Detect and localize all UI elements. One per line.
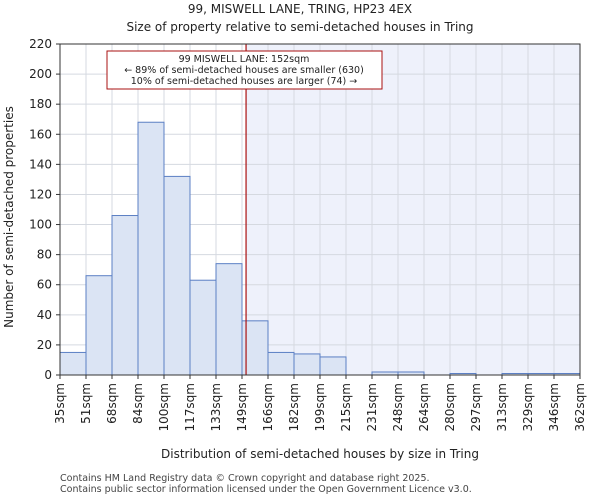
annotation-line3: 10% of semi-detached houses are larger (… (131, 76, 358, 87)
x-tick-label: 280sqm (443, 383, 457, 431)
larger-region-shade (246, 44, 580, 375)
y-tick-label: 60 (37, 278, 52, 292)
y-tick-label: 140 (29, 157, 52, 171)
histogram-bar-100sqm (163, 175, 191, 376)
x-tick-label: 117sqm (183, 383, 197, 431)
x-tick-label: 100sqm (157, 383, 171, 431)
x-tick-label: 133sqm (209, 383, 223, 431)
y-tick-label: 40 (37, 308, 52, 322)
x-tick-label: 68sqm (105, 383, 119, 424)
y-tick-label: 100 (29, 218, 52, 232)
footer-licence: Contains public sector information licen… (60, 484, 472, 495)
chart-title-line1: 99, MISWELL LANE, TRING, HP23 4EX (188, 2, 412, 16)
x-axis-label: Distribution of semi-detached houses by … (161, 447, 479, 461)
histogram-bar-182sqm (293, 353, 321, 376)
y-axis-label: Number of semi-detached properties (2, 106, 16, 328)
x-tick-label: 346sqm (547, 383, 561, 431)
x-tick-label: 248sqm (391, 383, 405, 431)
histogram-bar-35sqm (59, 351, 87, 376)
histogram-bar-117sqm (189, 279, 217, 376)
histogram-bar-84sqm (137, 121, 165, 376)
histogram-bar-199sqm (319, 356, 347, 376)
y-tick-label: 20 (37, 338, 52, 352)
x-tick-label: 149sqm (235, 383, 249, 431)
x-tick-label: 35sqm (53, 383, 67, 424)
x-tick-label: 51sqm (79, 383, 93, 424)
footer-copyright: Contains HM Land Registry data © Crown c… (60, 473, 430, 484)
x-tick-label: 362sqm (573, 383, 587, 431)
chart-title-line2: Size of property relative to semi-detach… (126, 20, 473, 34)
y-tick-label: 80 (37, 248, 52, 262)
y-tick-label: 0 (44, 368, 52, 382)
x-tick-label: 182sqm (287, 383, 301, 431)
histogram-bar-51sqm (85, 275, 113, 376)
y-tick-label: 220 (29, 37, 52, 51)
y-tick-label: 160 (29, 127, 52, 141)
y-tick-label: 200 (29, 67, 52, 81)
y-tick-label: 180 (29, 97, 52, 111)
annotation-line1: 99 MISWELL LANE: 152sqm (179, 54, 310, 65)
y-tick-label: 120 (29, 187, 52, 201)
x-tick-label: 231sqm (365, 383, 379, 431)
x-tick-label: 166sqm (261, 383, 275, 431)
histogram-bar-68sqm (111, 215, 139, 376)
x-tick-label: 84sqm (131, 383, 145, 424)
x-tick-label: 329sqm (521, 383, 535, 431)
x-tick-label: 215sqm (339, 383, 353, 431)
annotation-box: 99 MISWELL LANE: 152sqm ← 89% of semi-de… (106, 50, 383, 90)
x-tick-label: 297sqm (469, 383, 483, 431)
x-tick-label: 199sqm (313, 383, 327, 431)
histogram-bar-166sqm (267, 351, 295, 376)
x-tick-label: 264sqm (417, 383, 431, 431)
histogram-bar-133sqm (215, 263, 243, 376)
x-tick-label: 313sqm (495, 383, 509, 431)
annotation-line2: ← 89% of semi-detached houses are smalle… (124, 65, 364, 76)
